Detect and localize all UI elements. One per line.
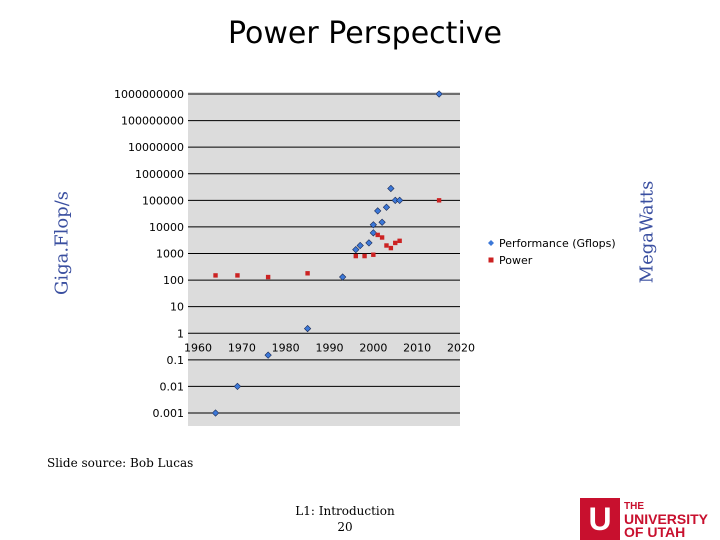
x-tick-label: 1970 [228, 341, 256, 354]
power-point [388, 245, 394, 251]
left-axis-label: Giga.Flop/s [51, 190, 73, 296]
power-point [436, 198, 442, 203]
power-point [305, 271, 310, 276]
performance-point [352, 245, 360, 254]
x-tick-label: 2020 [447, 341, 475, 354]
y-tick-label: 10 [170, 301, 184, 314]
y-tick-label: 0.001 [153, 407, 185, 420]
y-tick-label: 1000000000 [114, 88, 184, 101]
power-point [353, 253, 358, 259]
performance-point [233, 382, 242, 391]
performance-point [435, 90, 443, 98]
y-tick-label: 10000 [149, 221, 184, 234]
power-point [393, 240, 398, 246]
logo-block-u [580, 498, 620, 540]
x-tick-label: 1960 [184, 341, 212, 354]
performance-point [396, 196, 404, 204]
data-markers [211, 90, 443, 417]
logo-line-university: UNIVERSITY [624, 511, 709, 527]
power-point [362, 253, 367, 259]
power-point [379, 235, 385, 240]
logo-line-of-utah: OF UTAH [624, 524, 686, 540]
y-tick-label: 1000000 [135, 168, 184, 181]
power-point [213, 273, 218, 278]
power-point [235, 273, 240, 278]
slide-footer: L1: Introduction 20 [290, 503, 400, 535]
y-tick-label: 0.1 [167, 354, 185, 367]
power-point [397, 238, 402, 244]
performance-point [339, 273, 347, 281]
x-tick-label: 2000 [359, 341, 387, 354]
performance-point [356, 241, 364, 250]
power-point [265, 274, 271, 280]
slide-title: Power Perspective [228, 16, 502, 51]
university-logo: U THE UNIVERSITY OF UTAH [580, 498, 718, 540]
performance-point [369, 229, 377, 237]
gridlines [188, 93, 460, 414]
power-point [371, 252, 376, 257]
performance-point [365, 239, 373, 247]
x-tick-label: 2010 [403, 341, 431, 354]
plot-area [188, 92, 460, 426]
performance-point [374, 207, 382, 215]
performance-point [264, 351, 272, 359]
legend-marker-power [488, 257, 494, 263]
y-tick-label: 1 [177, 327, 184, 340]
power-point [384, 243, 389, 248]
right-axis-label: MegaWatts [636, 180, 658, 284]
logo-line-the: THE [624, 501, 644, 512]
y-tick-labels: 1000000000100000000100000001000000100000… [114, 88, 184, 420]
x-tick-labels: 1960 1970 1980 1990 2000 2010 2020 [184, 341, 475, 354]
legend-marker-performance [488, 240, 494, 246]
logo-u-mark: U [588, 501, 612, 537]
logo-wordmark: THE UNIVERSITY OF UTAH [624, 500, 718, 539]
legend-label: Power [499, 254, 533, 267]
footer-page-number: 20 [337, 520, 353, 534]
performance-point [382, 203, 391, 211]
slide-source: Slide source: Bob Lucas [47, 456, 194, 470]
y-tick-label: 10000000 [128, 141, 184, 154]
y-tick-label: 100 [163, 274, 184, 287]
performance-point [303, 324, 312, 333]
performance-point [378, 218, 386, 226]
performance-point [211, 409, 220, 417]
y-tick-label: 0.01 [160, 380, 185, 393]
performance-point [387, 184, 395, 193]
y-tick-label: 100000 [142, 194, 184, 207]
power-point [375, 232, 380, 238]
legend: Performance (Gflops) Power [488, 237, 616, 267]
y-tick-label: 1000 [156, 248, 184, 261]
footer-lecture: L1: Introduction [295, 504, 395, 518]
performance-point [369, 221, 377, 229]
x-tick-label: 1990 [316, 341, 344, 354]
legend-label: Performance (Gflops) [499, 237, 616, 250]
y-tick-label: 100000000 [121, 115, 184, 128]
x-tick-label: 1980 [272, 341, 300, 354]
